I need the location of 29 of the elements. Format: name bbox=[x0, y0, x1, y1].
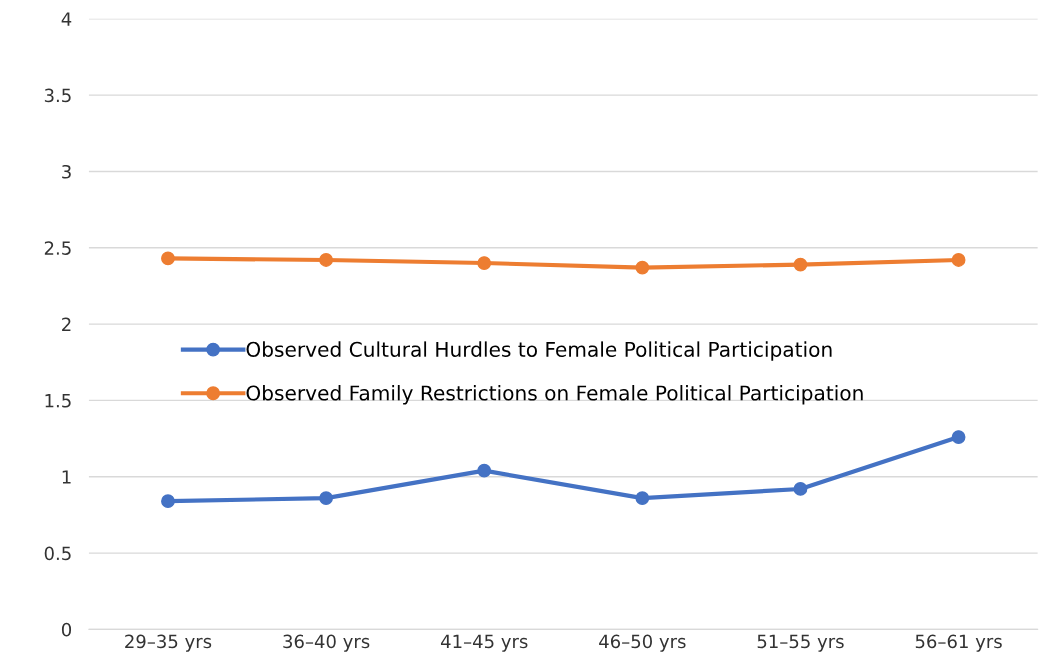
point bbox=[161, 251, 175, 266]
y-tick-label: 3.5 bbox=[44, 88, 71, 103]
point bbox=[635, 260, 650, 275]
y-tick-label: 0 bbox=[61, 622, 72, 637]
point bbox=[319, 253, 333, 267]
y-tick-label: 0.5 bbox=[44, 546, 71, 561]
point bbox=[793, 257, 808, 272]
y-tick-label: 1 bbox=[62, 470, 71, 484]
y-tick-label: 4 bbox=[61, 12, 72, 26]
point bbox=[635, 491, 650, 506]
point bbox=[951, 430, 966, 444]
point bbox=[951, 253, 966, 267]
y-tick-label: 2 bbox=[62, 317, 71, 331]
x-tick-label: 41–45 yrs bbox=[440, 634, 528, 652]
point bbox=[161, 494, 175, 509]
legend-label: Observed Family Restrictions on Female Political Participation bbox=[246, 385, 863, 405]
x-tick-label: 56–61 yrs bbox=[915, 634, 1002, 652]
point bbox=[793, 482, 808, 496]
x-tick-label: 51–55 yrs bbox=[757, 634, 844, 652]
y-tick-label: 1.5 bbox=[45, 394, 71, 408]
x-tick-label: 36–40 yrs bbox=[283, 634, 370, 652]
y-tick-label: 2.5 bbox=[44, 241, 71, 255]
x-tick-label: 29–35 yrs bbox=[125, 634, 212, 652]
legend-label: Observed Cultural Hurdles to Female Political Participation bbox=[246, 341, 832, 361]
y-tick-label: 3 bbox=[62, 164, 71, 179]
point bbox=[319, 491, 333, 506]
point bbox=[477, 463, 492, 478]
x-tick-label: 46–50 yrs bbox=[599, 634, 686, 652]
point bbox=[477, 256, 492, 270]
